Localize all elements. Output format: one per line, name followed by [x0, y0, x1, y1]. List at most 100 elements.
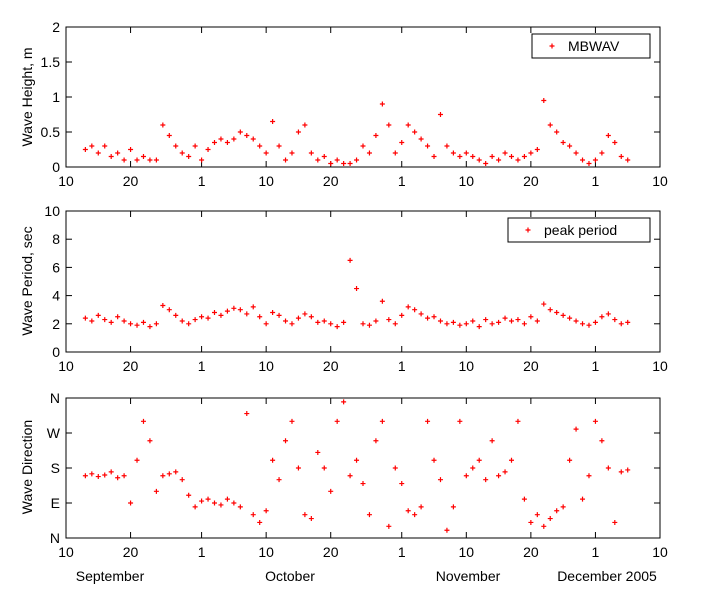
data-point	[605, 311, 611, 317]
data-point	[528, 150, 534, 156]
data-point	[218, 136, 224, 142]
legend-marker	[549, 43, 555, 49]
xtick-label: 20	[523, 358, 539, 374]
xtick-label: 1	[398, 173, 406, 189]
xtick-label: 20	[523, 544, 539, 560]
data-point	[224, 308, 230, 314]
data-point	[592, 319, 598, 325]
ytick-label: W	[47, 425, 61, 441]
ytick-label: 6	[52, 259, 60, 275]
xtick-label: 20	[123, 544, 139, 560]
data-point	[89, 318, 95, 324]
data-point	[302, 122, 308, 128]
data-point	[418, 311, 424, 317]
data-point	[444, 527, 450, 533]
data-point	[244, 311, 250, 317]
data-point	[521, 154, 527, 159]
data-point	[231, 500, 237, 506]
data-point	[625, 319, 631, 325]
data-point	[295, 465, 301, 471]
data-point	[618, 154, 624, 159]
data-point	[186, 154, 192, 159]
data-point	[250, 304, 256, 310]
data-point	[160, 473, 166, 479]
ytick-label: 1.5	[41, 54, 61, 70]
data-point	[386, 122, 392, 128]
data-point	[295, 315, 301, 321]
data-point	[341, 161, 347, 166]
data-point	[534, 147, 540, 152]
data-point	[321, 465, 327, 471]
data-point	[237, 129, 243, 135]
data-point	[483, 317, 489, 323]
data-point	[347, 257, 353, 263]
data-point	[431, 457, 437, 463]
xtick-label: 20	[323, 173, 339, 189]
data-point	[153, 321, 159, 327]
data-point	[412, 512, 418, 518]
data-point	[205, 315, 211, 321]
data-point	[399, 312, 405, 318]
data-point	[276, 143, 282, 149]
ytick-label: 8	[52, 231, 60, 247]
ytick-label: 4	[52, 288, 60, 304]
data-point	[399, 481, 405, 487]
data-point	[302, 512, 308, 518]
data-point	[108, 319, 114, 325]
data-point	[496, 157, 502, 163]
xtick-label: 10	[459, 173, 475, 189]
data-point	[134, 457, 140, 463]
data-point	[186, 492, 192, 498]
xtick-label: 10	[58, 173, 74, 189]
xtick-label: 1	[592, 358, 600, 374]
data-point	[567, 315, 573, 321]
data-point	[308, 314, 314, 320]
data-point	[586, 322, 592, 328]
data-point	[115, 150, 121, 156]
legend-box	[507, 217, 651, 243]
plot-frame	[65, 397, 661, 539]
data-point	[541, 98, 547, 103]
height-panel: Wave Height, m 0 0.5 1 1.5 2 10 20 1 10 20 1 10 20 1 1…	[19, 19, 668, 189]
data-point	[509, 154, 514, 159]
data-point	[250, 512, 256, 518]
data-point	[418, 504, 424, 510]
data-point	[476, 457, 482, 463]
data-point	[373, 438, 379, 444]
data-point	[244, 133, 250, 138]
data-point	[509, 318, 514, 324]
data-point	[153, 157, 159, 163]
ytick-label: 0	[52, 159, 60, 175]
month-label-november: November	[436, 568, 501, 584]
xtick-label: 1	[198, 173, 206, 189]
ytick-label: E	[51, 495, 60, 511]
xtick-label: 1	[398, 358, 406, 374]
data-point	[573, 318, 579, 324]
xtick-label: 1	[592, 544, 600, 560]
data-point	[354, 157, 360, 163]
data-point	[392, 321, 398, 327]
data-point	[289, 321, 295, 327]
data-point	[502, 150, 508, 156]
ytick-label: 10	[44, 203, 60, 219]
xtick-label: 1	[198, 358, 206, 374]
data-point	[379, 298, 385, 304]
data-point	[515, 418, 521, 424]
data-point	[134, 157, 140, 163]
data-point	[341, 399, 347, 405]
data-point	[444, 143, 450, 149]
data-point	[95, 150, 101, 156]
data-point	[502, 469, 508, 475]
data-point	[89, 143, 95, 149]
ytick-label: S	[51, 460, 60, 476]
data-point	[192, 504, 198, 510]
data-point	[521, 496, 527, 502]
data-point	[521, 321, 527, 327]
data-point	[82, 473, 88, 479]
data-point	[347, 161, 353, 166]
data-point	[328, 488, 334, 494]
data-point	[554, 129, 560, 135]
data-point	[618, 321, 624, 327]
data-point	[218, 312, 224, 318]
